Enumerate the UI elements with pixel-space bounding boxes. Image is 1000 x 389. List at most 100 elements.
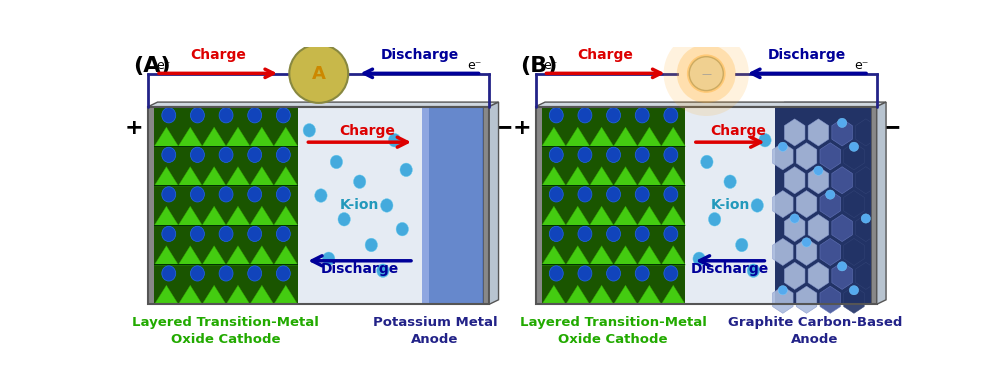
Ellipse shape — [861, 214, 870, 223]
Polygon shape — [154, 206, 298, 226]
Ellipse shape — [578, 266, 592, 281]
Text: Discharge: Discharge — [321, 262, 399, 276]
Polygon shape — [820, 143, 841, 170]
Ellipse shape — [778, 286, 787, 295]
Polygon shape — [808, 119, 829, 146]
Text: Graphite Carbon-Based
Anode: Graphite Carbon-Based Anode — [728, 316, 902, 346]
Ellipse shape — [162, 187, 176, 202]
Bar — [148, 107, 489, 304]
Bar — [775, 107, 871, 304]
Ellipse shape — [276, 147, 290, 163]
Ellipse shape — [664, 108, 678, 123]
Ellipse shape — [635, 226, 649, 242]
Text: Discharge: Discharge — [768, 48, 846, 62]
Bar — [685, 107, 775, 304]
Ellipse shape — [219, 226, 233, 242]
Bar — [422, 107, 429, 304]
Ellipse shape — [635, 108, 649, 123]
Polygon shape — [808, 167, 829, 194]
Ellipse shape — [664, 187, 678, 202]
Text: Discharge: Discharge — [691, 262, 769, 276]
Ellipse shape — [276, 226, 290, 242]
Text: +: + — [125, 117, 144, 138]
Bar — [298, 107, 422, 304]
Polygon shape — [542, 166, 685, 186]
Polygon shape — [784, 119, 805, 146]
Ellipse shape — [248, 266, 262, 281]
Polygon shape — [796, 143, 817, 170]
Ellipse shape — [219, 266, 233, 281]
Polygon shape — [542, 206, 685, 226]
Polygon shape — [856, 262, 876, 289]
Polygon shape — [820, 238, 841, 266]
Ellipse shape — [664, 226, 678, 242]
Ellipse shape — [724, 175, 736, 189]
Polygon shape — [808, 214, 829, 242]
Ellipse shape — [751, 199, 763, 212]
Ellipse shape — [837, 262, 847, 271]
Ellipse shape — [303, 124, 315, 137]
Ellipse shape — [276, 187, 290, 202]
Polygon shape — [844, 191, 864, 218]
Ellipse shape — [607, 266, 621, 281]
Polygon shape — [832, 214, 852, 242]
Text: +: + — [512, 117, 531, 138]
Ellipse shape — [778, 142, 787, 151]
Ellipse shape — [377, 264, 389, 277]
Ellipse shape — [708, 212, 721, 226]
Text: Charge: Charge — [339, 124, 395, 138]
Polygon shape — [877, 102, 886, 304]
Ellipse shape — [677, 44, 736, 103]
Bar — [154, 107, 298, 304]
Ellipse shape — [162, 266, 176, 281]
Polygon shape — [542, 246, 685, 265]
Ellipse shape — [849, 286, 859, 295]
Ellipse shape — [330, 155, 343, 169]
Polygon shape — [871, 102, 880, 304]
Polygon shape — [154, 246, 298, 265]
Bar — [542, 107, 685, 304]
Ellipse shape — [190, 147, 204, 163]
Bar — [148, 107, 489, 304]
Polygon shape — [542, 285, 685, 305]
Polygon shape — [773, 191, 793, 218]
Polygon shape — [784, 214, 805, 242]
Text: A: A — [312, 65, 326, 82]
Ellipse shape — [400, 163, 412, 177]
Polygon shape — [856, 214, 876, 242]
Bar — [542, 146, 685, 147]
Text: −: − — [493, 116, 514, 140]
Bar — [536, 107, 877, 304]
Ellipse shape — [190, 187, 204, 202]
Ellipse shape — [381, 199, 393, 212]
Text: e⁻: e⁻ — [467, 59, 482, 72]
Ellipse shape — [353, 175, 366, 189]
Ellipse shape — [549, 226, 563, 242]
Ellipse shape — [276, 108, 290, 123]
Ellipse shape — [736, 238, 748, 252]
Polygon shape — [856, 167, 876, 194]
Ellipse shape — [219, 147, 233, 163]
Text: (B): (B) — [520, 56, 558, 76]
Ellipse shape — [837, 118, 847, 128]
Ellipse shape — [219, 108, 233, 123]
Ellipse shape — [549, 187, 563, 202]
Ellipse shape — [248, 226, 262, 242]
Text: e⁻: e⁻ — [544, 59, 558, 72]
Ellipse shape — [802, 238, 811, 247]
Polygon shape — [773, 238, 793, 266]
Text: K-ion: K-ion — [340, 198, 379, 212]
Polygon shape — [784, 167, 805, 194]
Polygon shape — [844, 143, 864, 170]
Polygon shape — [856, 119, 876, 146]
Ellipse shape — [790, 214, 799, 223]
Polygon shape — [832, 262, 852, 289]
Polygon shape — [536, 102, 886, 107]
Polygon shape — [154, 127, 298, 146]
Bar — [536, 107, 542, 304]
Ellipse shape — [315, 189, 327, 202]
Polygon shape — [773, 286, 793, 313]
Text: Charge: Charge — [190, 48, 246, 62]
Text: Layered Transition-Metal
Oxide Cathode: Layered Transition-Metal Oxide Cathode — [132, 316, 319, 346]
Ellipse shape — [693, 252, 705, 266]
